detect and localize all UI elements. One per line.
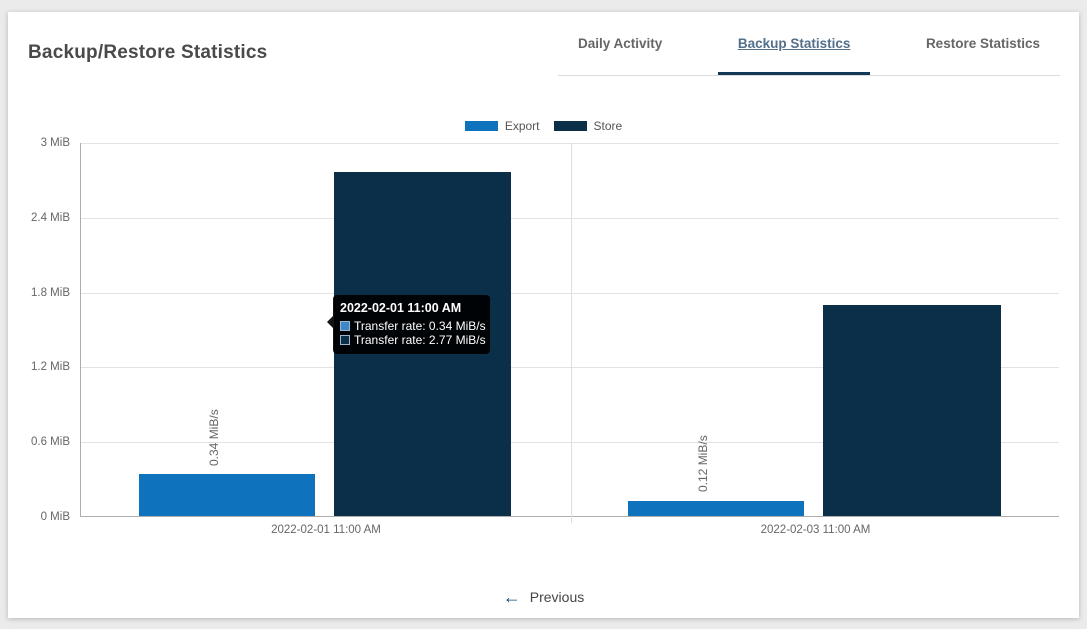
tab-daily-activity[interactable]: Daily Activity (578, 36, 663, 51)
category-divider (571, 143, 572, 523)
bar-value-label: 0.12 MiB/s (696, 435, 710, 492)
bar-export-2022-02-01[interactable] (139, 473, 315, 516)
legend-item-export[interactable]: Export (464, 119, 540, 133)
y-tick: 0.6 MiB (31, 436, 70, 449)
tooltip-row: Transfer rate: 0.34 MiB/s (340, 319, 486, 333)
tab-backup-statistics[interactable]: Backup Statistics (717, 15, 871, 75)
gridline (81, 442, 1059, 444)
pagination: ← Previous (8, 585, 1079, 609)
gridline (81, 367, 1059, 369)
tooltip-row: Transfer rate: 2.77 MiB/s (340, 333, 486, 347)
statistics-card: Backup/Restore Statistics Daily Activity… (8, 12, 1079, 618)
tab-restore-statistics[interactable]: Restore Statistics (925, 36, 1040, 51)
legend-label-store: Store (593, 119, 623, 133)
tooltip-pointer-icon (327, 316, 333, 328)
gridline (81, 292, 1059, 294)
bar-store-2022-02-03[interactable] (823, 304, 1001, 516)
plot-area: 0.34 MiB/s 0.12 MiB/s 2022-02-01 11:00 A… (80, 143, 1059, 536)
legend-item-store[interactable]: Store (553, 119, 623, 133)
y-tick: 1.2 MiB (31, 361, 70, 374)
tooltip-title: 2022-02-01 11:00 AM (340, 301, 462, 315)
previous-label: Previous (529, 589, 585, 605)
store-swatch-icon (553, 121, 587, 131)
y-tick: 1.8 MiB (31, 286, 70, 299)
y-tick: 0 MiB (40, 511, 70, 523)
tab-bar: Daily Activity Backup Statistics Restore… (558, 14, 1060, 76)
legend-label-export: Export (504, 119, 540, 133)
export-swatch-icon (340, 321, 350, 331)
arrow-left-icon: ← (502, 587, 521, 607)
export-swatch-icon (464, 121, 498, 131)
y-tick: 3 MiB (40, 137, 70, 149)
gridline (81, 143, 1059, 144)
previous-button[interactable]: ← Previous (495, 585, 592, 609)
x-axis-label: 2022-02-01 11:00 AM (271, 524, 381, 536)
chart-tooltip: 2022-02-01 11:00 AM Transfer rate: 0.34 … (327, 295, 490, 354)
bar-value-label: 0.34 MiB/s (207, 409, 221, 466)
x-axis-label: 2022-02-03 11:00 AM (760, 524, 871, 536)
y-tick: 2.4 MiB (31, 211, 70, 224)
chart-legend: Export Store (8, 119, 1079, 133)
store-swatch-icon (340, 335, 350, 345)
gridline (81, 217, 1059, 219)
bar-export-2022-02-03[interactable] (628, 501, 804, 516)
tooltip-row-text: Transfer rate: 0.34 MiB/s (354, 319, 486, 333)
tooltip-row-text: Transfer rate: 2.77 MiB/s (354, 333, 486, 347)
page-title: Backup/Restore Statistics (28, 42, 268, 63)
